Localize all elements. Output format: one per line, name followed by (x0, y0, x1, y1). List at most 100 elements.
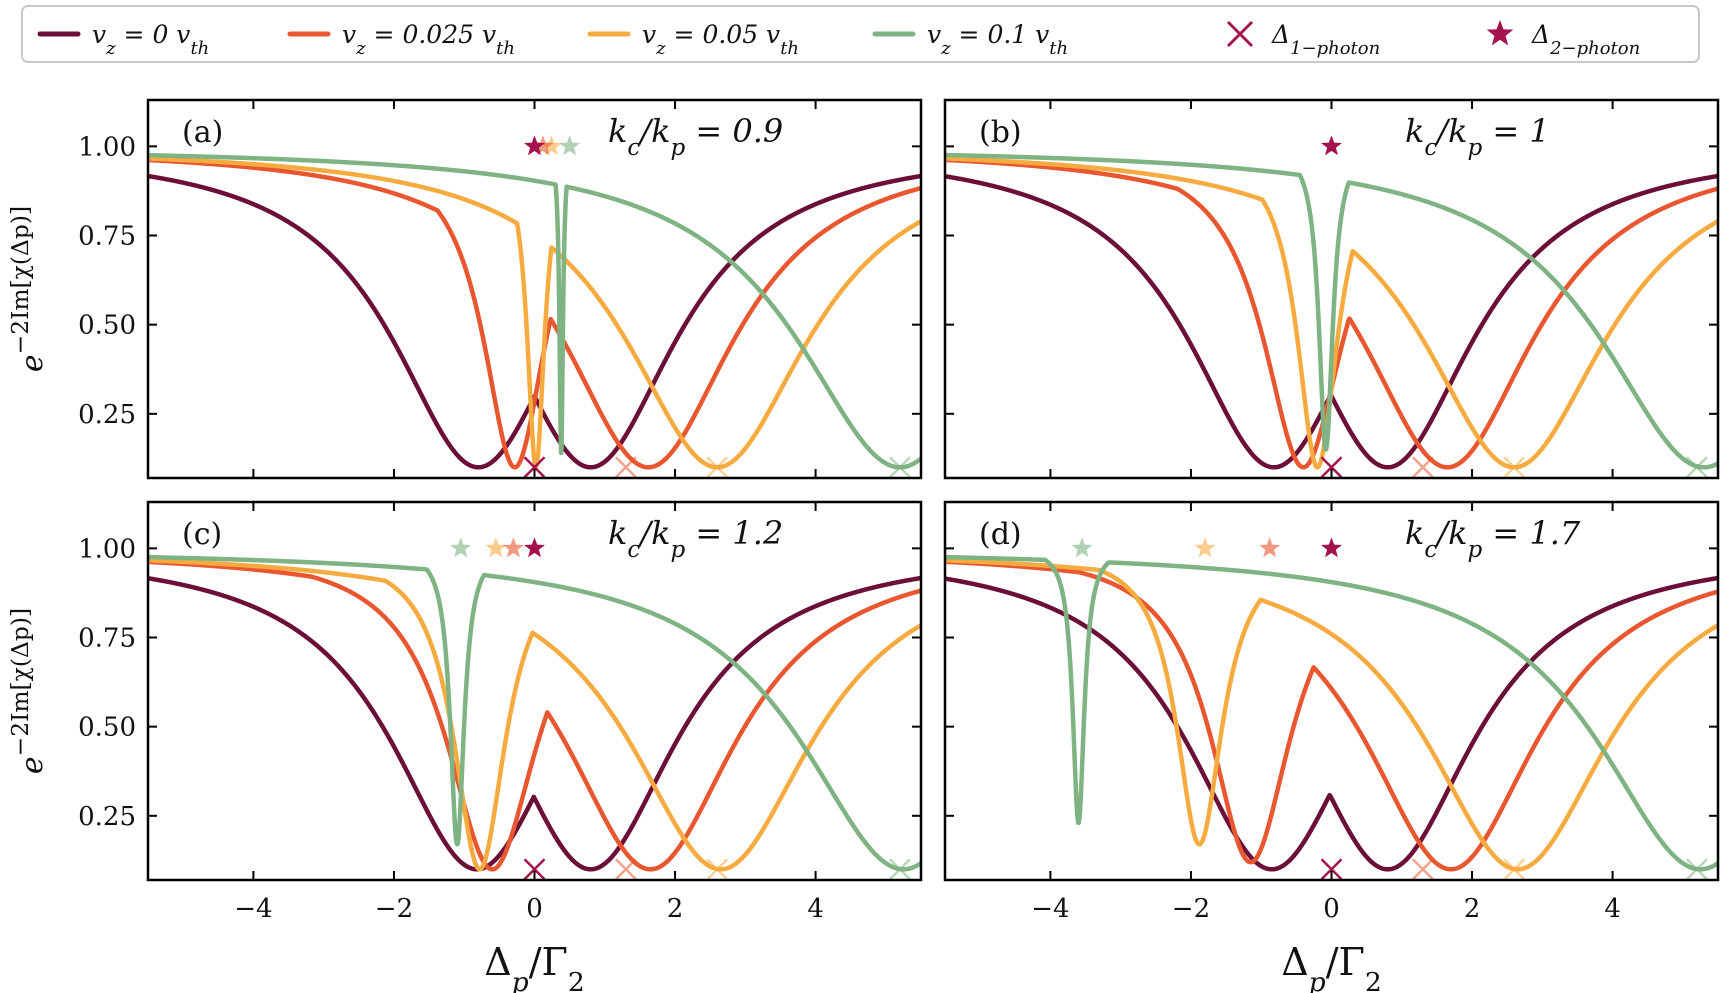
x-tick-label: −2 (1172, 894, 1210, 924)
one-photon-marker (1503, 858, 1526, 881)
one-photon-marker (1320, 456, 1343, 479)
y-tick-label: 0.25 (78, 400, 136, 430)
panel-label: (d) (979, 517, 1022, 552)
one-photon-markers (1320, 858, 1708, 881)
ratio-annotation: kc/kp = 1.2 (608, 514, 783, 563)
one-photon-marker (706, 456, 729, 479)
series-line-4 (945, 152, 1718, 470)
legend-entry-d1: Δ1−photon (1226, 20, 1380, 59)
legend-label: vz = 0.1 vth (927, 20, 1068, 59)
one-photon-marker (889, 858, 911, 881)
two-photon-marker (532, 135, 554, 156)
two-photon-marker (1321, 537, 1342, 558)
two-photon-marker (1194, 537, 1216, 558)
two-photon-marker (524, 537, 545, 558)
legend-entry-vz0025: vz = 0.025 vth (287, 20, 515, 59)
one-photon-markers (523, 858, 911, 881)
legend-entry-vz005: vz = 0.05 vth (587, 20, 799, 59)
legend-label: vz = 0.05 vth (642, 20, 799, 59)
one-photon-marker (523, 456, 546, 479)
series-line-1 (148, 173, 921, 470)
one-photon-marker (889, 456, 911, 479)
x-tick-label: 4 (807, 894, 824, 924)
panel-label: (c) (182, 517, 222, 552)
x-tick-label: 2 (1464, 894, 1481, 924)
x-tick-label: 0 (1323, 894, 1340, 924)
two-photon-marker (450, 537, 472, 558)
x-tick-label: −2 (375, 894, 413, 924)
panel-c: 0.25 0.50 0.75 1.00 −4 −2 0 2 4 (c) kc/kp = 1.2 e−2… (6, 500, 923, 993)
panel-label: (a) (182, 115, 223, 150)
legend-entry-d2: Δ2−photon (1486, 20, 1640, 59)
two-photon-markers (524, 135, 581, 156)
two-photon-markers (1321, 135, 1342, 156)
two-photon-marker (485, 537, 507, 558)
legend-label: Δ1−photon (1271, 20, 1380, 59)
series-line-4 (148, 152, 921, 470)
ratio-annotation: kc/kp = 1 (1405, 112, 1550, 161)
y-tick-label: 0.75 (78, 222, 136, 252)
x-tick-label: 2 (667, 894, 684, 924)
x-axis-label: Δp/Γ2 (484, 940, 585, 993)
x-tick-label: −4 (234, 894, 272, 924)
panel-a: 0.25 0.50 0.75 1.00 (a) kc/kp = 0.9 e−2Im[χ(Δp… (6, 98, 923, 480)
one-photon-marker (1503, 456, 1526, 479)
one-photon-marker (1411, 858, 1434, 881)
legend-entry-vz0: vz = 0 vth (37, 20, 209, 59)
series-line-4 (945, 554, 1718, 872)
ratio-annotation: kc/kp = 0.9 (608, 112, 783, 161)
x-tick-label: 0 (526, 894, 543, 924)
one-photon-marker (614, 858, 637, 881)
one-photon-markers (1320, 456, 1708, 479)
legend-label: vz = 0.025 vth (342, 20, 515, 59)
star-icon (1486, 20, 1514, 46)
one-photon-marker (706, 858, 729, 881)
x-tick-label: −4 (1031, 894, 1069, 924)
two-photon-markers (1071, 537, 1342, 558)
series-line-1 (945, 575, 1718, 872)
curves (945, 152, 1718, 470)
y-tick-label: 0.75 (78, 624, 136, 654)
one-photon-marker (1686, 456, 1708, 479)
series-line-1 (148, 575, 921, 872)
y-axis-label: e−2Im[χ(Δp)] (6, 206, 50, 372)
y-tick-label: 1.00 (78, 534, 136, 564)
two-photon-marker (1321, 135, 1342, 156)
series-line-3 (148, 156, 921, 470)
x-axis-label: Δp/Γ2 (1281, 940, 1382, 993)
legend-label: Δ2−photon (1531, 20, 1640, 59)
legend-frame (21, 5, 1700, 63)
ratio-annotation: kc/kp = 1.7 (1405, 514, 1581, 563)
x-tick-label: 4 (1604, 894, 1621, 924)
y-tick-label: 0.25 (78, 802, 136, 832)
legend-entry-vz01: vz = 0.1 vth (872, 20, 1068, 59)
two-photon-marker (540, 135, 562, 156)
two-photon-markers (450, 537, 545, 558)
y-tick-label: 1.00 (78, 132, 136, 162)
curves (148, 554, 921, 872)
y-tick-label: 0.50 (78, 713, 136, 743)
series-line-3 (148, 558, 921, 872)
panel-d: −4 −2 0 2 4 (d) kc/kp = 1.7 Δp/Γ2 (943, 500, 1720, 993)
series-line-3 (945, 558, 1718, 872)
panel-label: (b) (979, 115, 1022, 150)
y-tick-label: 0.50 (78, 311, 136, 341)
one-photon-marker (1411, 456, 1434, 479)
two-photon-marker (524, 135, 545, 156)
legend: vz = 0 vth vz = 0.025 vth vz = 0.05 vth vz … (21, 5, 1700, 63)
two-photon-marker (1259, 537, 1281, 558)
one-photon-marker (614, 456, 637, 479)
one-photon-marker (1320, 858, 1343, 881)
curves (148, 152, 921, 470)
series-line-4 (148, 554, 921, 872)
one-photon-marker (1686, 858, 1708, 881)
two-photon-marker (1071, 537, 1093, 558)
y-axis-label: e−2Im[χ(Δp)] (6, 608, 50, 774)
two-photon-marker (559, 135, 581, 156)
one-photon-markers (523, 456, 911, 479)
one-photon-marker (523, 858, 546, 881)
legend-label: vz = 0 vth (92, 20, 209, 59)
cross-icon (1226, 20, 1254, 48)
curves (945, 554, 1718, 872)
